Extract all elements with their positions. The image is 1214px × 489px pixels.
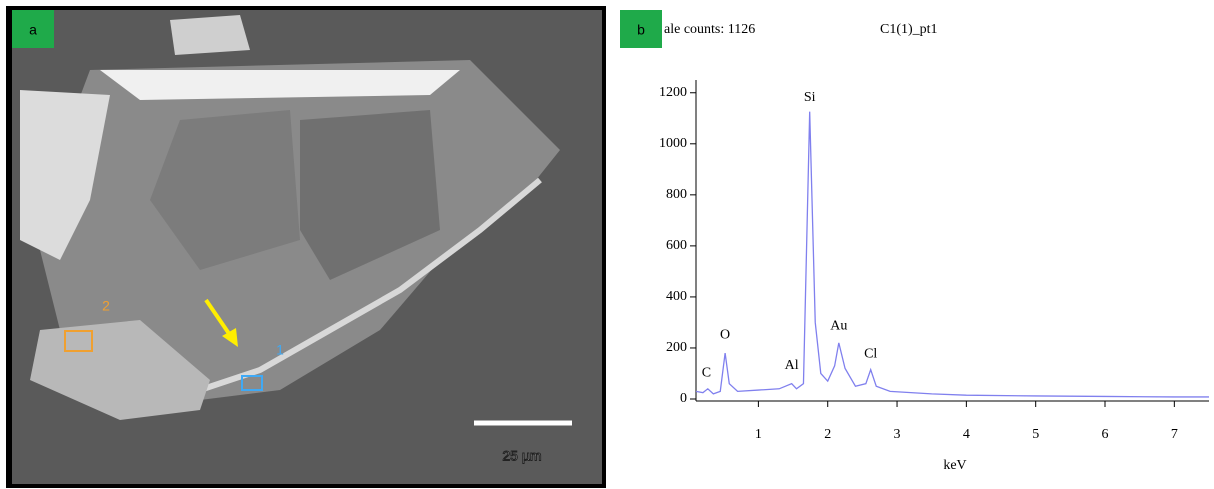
y-tick-label: 400 bbox=[666, 289, 687, 304]
x-tick-label: 2 bbox=[824, 427, 831, 442]
y-tick-label: 200 bbox=[666, 340, 687, 355]
spectrum-line bbox=[695, 111, 1209, 398]
y-tick-label: 0 bbox=[680, 391, 687, 406]
facet bbox=[150, 110, 300, 270]
scale-label: 25 µm bbox=[502, 448, 541, 464]
bright-region bbox=[170, 15, 250, 55]
panel-label: a bbox=[29, 22, 37, 38]
x-tick-label: 3 bbox=[894, 427, 901, 442]
panel-b: b ale counts: 1126 C1(1)_pt1 keV bbox=[620, 10, 967, 473]
peak-label: Si bbox=[804, 90, 816, 105]
x-tick-label: 6 bbox=[1102, 427, 1109, 442]
peak-label: O bbox=[720, 327, 730, 342]
ridge bbox=[199, 177, 542, 393]
x-tick-label: 5 bbox=[1032, 427, 1039, 442]
peak-label: C bbox=[702, 366, 711, 381]
marker-label: 1 bbox=[276, 342, 284, 358]
arrow-head bbox=[222, 328, 238, 347]
bright-region bbox=[20, 90, 110, 260]
facet bbox=[300, 110, 440, 280]
x-tick-label: 4 bbox=[963, 427, 970, 442]
panel-a: a 1 2 25 µm bbox=[6, 6, 606, 488]
bright-region bbox=[30, 320, 210, 420]
y-tick-label: 1200 bbox=[659, 85, 687, 100]
x-tick-label: 1 bbox=[755, 427, 762, 442]
marker-box bbox=[64, 330, 93, 352]
peak-label: Al bbox=[785, 358, 799, 373]
chart-subtitle: ale counts: 1126 bbox=[664, 22, 755, 37]
panel-label-box bbox=[620, 10, 662, 48]
peak-label: Au bbox=[830, 318, 847, 333]
x-tick-label: 7 bbox=[1171, 427, 1178, 442]
arrow bbox=[204, 298, 234, 340]
marker-label: 2 bbox=[102, 298, 110, 314]
chart-title: C1(1)_pt1 bbox=[880, 22, 938, 37]
y-tick-label: 600 bbox=[666, 238, 687, 253]
peak-label: Cl bbox=[864, 347, 877, 362]
panel-label: b bbox=[637, 22, 645, 38]
y-tick-label: 1000 bbox=[659, 136, 687, 151]
bright-edge bbox=[100, 70, 460, 100]
x-axis-label: keV bbox=[943, 458, 966, 473]
marker-box bbox=[241, 375, 263, 391]
panel-label-box bbox=[12, 10, 54, 48]
y-tick-label: 800 bbox=[666, 187, 687, 202]
